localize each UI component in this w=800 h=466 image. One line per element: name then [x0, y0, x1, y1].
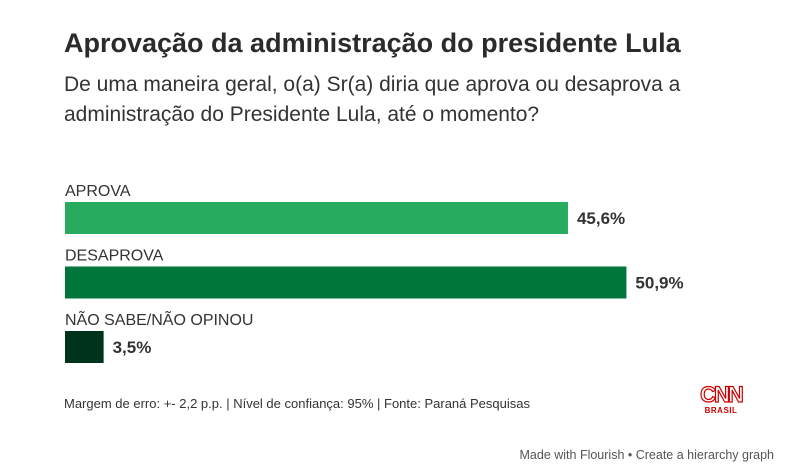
cnn-brasil-logo: CNN BRASIL — [700, 382, 745, 415]
flourish-credit[interactable]: Made with Flourish • Create a hierarchy … — [519, 448, 775, 462]
chart-title: Aprovação da administração do presidente… — [64, 28, 681, 58]
chart-subtitle: De uma maneira geral, o(a) Sr(a) diria q… — [64, 73, 681, 126]
category-label: APROVA — [65, 183, 131, 200]
value-label: 45,6% — [577, 209, 625, 228]
category-label: DESAPROVA — [65, 248, 164, 265]
bar — [65, 266, 627, 299]
bar — [65, 202, 568, 234]
category-label: NÃO SABE/NÃO OPINOU — [65, 309, 253, 329]
source-note: Margem de erro: +- 2,2 p.p. | Nível de c… — [64, 396, 530, 411]
value-label: 50,9% — [635, 274, 683, 293]
bar — [65, 331, 104, 363]
value-label: 3,5% — [113, 338, 152, 357]
